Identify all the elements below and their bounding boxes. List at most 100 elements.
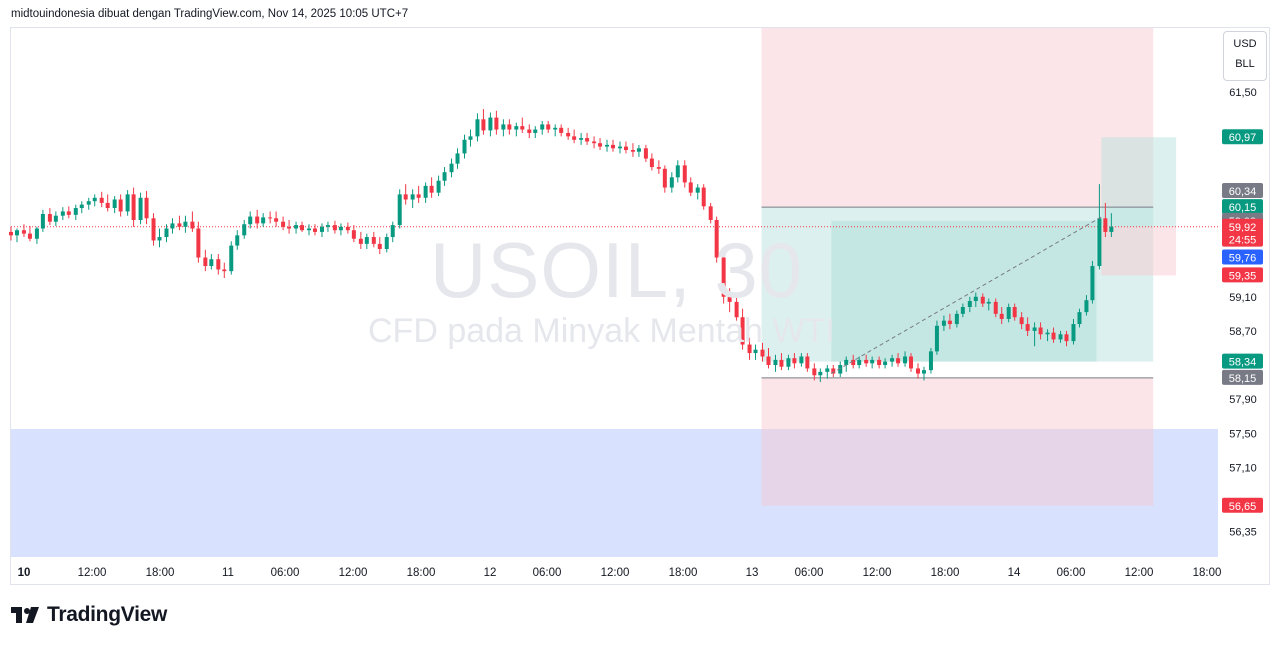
candle-body [838, 365, 843, 374]
candle-body [216, 259, 221, 270]
candle [1006, 303, 1011, 323]
price-label: 59,76 [1222, 249, 1263, 265]
candle [281, 216, 286, 231]
candle [559, 124, 564, 137]
candle-body [675, 165, 680, 178]
candle [248, 211, 253, 229]
candle [999, 307, 1004, 325]
candle [1051, 327, 1056, 343]
candle [947, 313, 952, 330]
candle-body [520, 126, 525, 130]
candle-body [312, 228, 317, 232]
candle-body [261, 217, 266, 224]
candle [423, 182, 428, 203]
candle-body [786, 358, 791, 367]
candle [954, 310, 959, 328]
candle-body [1058, 334, 1063, 340]
candle [442, 167, 447, 186]
candle-body [708, 206, 713, 220]
candle-body [99, 197, 104, 203]
candle-body [462, 139, 467, 154]
candle [623, 141, 628, 154]
candle-body [954, 313, 959, 325]
candle [792, 353, 797, 369]
candle [92, 194, 97, 207]
time-tick-label: 13 [746, 567, 759, 579]
chart-frame [10, 27, 1270, 585]
price-label: 60,15 [1222, 199, 1263, 215]
price-label-bg [1222, 267, 1263, 283]
price-label-text: 60,97 [1229, 132, 1257, 144]
candle [844, 356, 849, 372]
candle-body [890, 358, 895, 362]
candle [268, 211, 273, 224]
time-tick-label: 12 [484, 567, 497, 579]
candle [151, 213, 156, 246]
candle-body [546, 124, 551, 130]
candle [675, 160, 680, 183]
candle-body [747, 344, 752, 354]
candle [294, 221, 299, 234]
candle-body [242, 224, 247, 236]
candle [351, 225, 356, 243]
candle [883, 358, 888, 369]
candle [488, 112, 493, 137]
candle [540, 121, 545, 135]
candle-body [164, 228, 169, 238]
candle [649, 153, 654, 171]
candle [235, 230, 240, 250]
candle-body [371, 237, 376, 244]
candle-body [255, 216, 260, 224]
candle-body [27, 233, 32, 239]
candle-body [73, 208, 78, 215]
candle-body [760, 349, 765, 357]
candle-body [442, 172, 447, 181]
time-tick-label: 12:00 [863, 567, 892, 579]
candle-body [183, 221, 188, 227]
candle [514, 122, 519, 137]
tradingview-logo[interactable]: TradingView [11, 603, 167, 627]
price-tick-label: 59,10 [1229, 292, 1257, 304]
candle [812, 363, 817, 381]
price-label-bg [1222, 249, 1263, 265]
candle-body [105, 202, 110, 209]
candle-body [695, 187, 700, 193]
candle-body [34, 228, 39, 239]
candle [520, 117, 525, 133]
candle-body [177, 223, 182, 227]
price-tick-label: 61,50 [1229, 87, 1257, 99]
candle [494, 110, 499, 135]
candle [118, 194, 123, 217]
candle-body [229, 245, 234, 272]
price-label-bg [1222, 129, 1263, 145]
currency-unit-box[interactable]: USD BLL [1223, 31, 1267, 81]
price-tick-label: 57,90 [1229, 394, 1257, 406]
candle [209, 254, 214, 270]
candle [138, 192, 143, 225]
candle [779, 353, 784, 371]
candle [53, 211, 58, 226]
candle [825, 365, 830, 379]
candle-body [170, 223, 175, 229]
candle [144, 190, 149, 225]
candle-body [287, 226, 292, 229]
candle-body [436, 180, 441, 193]
candle [501, 119, 506, 137]
candle-body [986, 301, 991, 304]
candle-body [294, 225, 299, 229]
price-label: 24:55 [1222, 231, 1263, 247]
candle-body [190, 221, 195, 229]
price-tick-label: 58,70 [1229, 326, 1257, 338]
price-tick-label: 57,50 [1229, 428, 1257, 440]
candle [170, 218, 175, 234]
candle-body [721, 257, 726, 297]
candle-body [86, 201, 91, 205]
price-label: 58,34 [1222, 353, 1263, 369]
candle-body [851, 359, 856, 366]
candle [766, 347, 771, 369]
candle [73, 204, 78, 220]
candle [449, 158, 454, 178]
candle [598, 138, 603, 151]
candle-body [281, 221, 286, 227]
